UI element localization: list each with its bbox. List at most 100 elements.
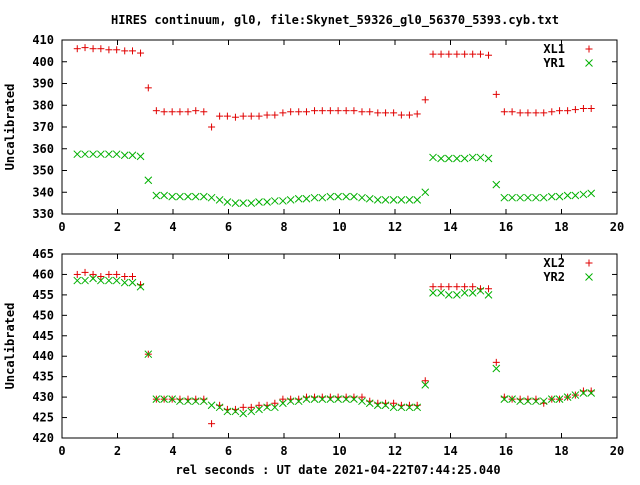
data-point [453,283,461,291]
data-point [136,282,145,291]
data-point [239,409,248,418]
data-point [532,109,540,117]
data-point [113,46,121,54]
data-point [445,283,453,291]
data-point [405,403,414,412]
data-point [318,395,327,404]
data-point [516,109,524,117]
legend-label: XL2 [543,256,565,270]
data-point [144,176,153,185]
data-point [587,389,596,397]
legend-marker [585,45,593,53]
x-tick-label: 8 [280,220,287,234]
data-point [121,47,129,55]
data-point [144,350,153,359]
data-point [81,268,89,276]
data-point [342,395,351,404]
data-point [445,50,453,58]
data-point [373,196,382,204]
data-point [381,401,390,410]
data-point [469,50,477,58]
data-point [152,191,161,200]
data-point [310,395,319,404]
data-point [405,111,413,119]
data-point [350,192,358,201]
data-point [73,45,81,53]
x-tick-label: 18 [554,444,568,458]
x-tick-label: 6 [225,220,232,234]
data-point [556,107,564,115]
data-point [152,107,160,115]
data-point [382,109,390,117]
data-point [207,193,216,202]
data-point [571,391,580,399]
data-point [263,111,271,119]
data-point [247,199,256,207]
data-point [81,44,89,52]
data-point [184,192,192,201]
data-point [199,192,208,201]
data-point [358,393,366,401]
data-point [571,106,579,114]
data-point [492,180,501,189]
data-point [97,272,105,280]
x-tick-label: 12 [388,444,402,458]
panel-bottom: 0 2 4 6 8 10 12 14 16 18 20 420 425 430 435 440 445 450 45… [3,247,624,458]
x-tick-label: 2 [114,444,121,458]
data-point [302,194,311,203]
data-point [508,193,516,202]
data-point [207,401,216,410]
data-point [231,407,240,416]
data-point [563,191,572,200]
data-point [421,377,429,385]
data-point [81,276,89,285]
y-tick-label: 440 [32,349,54,363]
data-point [500,108,508,116]
data-point [437,288,445,297]
y-tick-label: 370 [32,120,54,134]
data-point [429,50,437,58]
data-point [263,198,271,206]
series-YR1 [73,150,596,207]
data-point [453,50,461,58]
data-point [294,194,303,203]
data-point [579,389,588,397]
data-point [492,358,500,366]
data-point [215,196,224,204]
data-point [239,403,247,411]
data-point [500,395,509,404]
data-point [216,112,224,120]
data-point [311,107,319,115]
y-tick-label: 380 [32,98,54,112]
data-point [350,107,358,115]
data-point [279,395,287,403]
data-point [270,197,279,205]
data-point [540,109,548,117]
y-tick-label: 460 [32,267,54,281]
data-point [120,151,129,160]
data-point [152,395,161,404]
data-point [168,395,177,404]
data-point [96,150,105,159]
data-point [105,276,113,285]
data-point [453,154,461,163]
data-point [73,150,82,159]
legend-label: YR1 [543,56,565,70]
data-point [112,276,121,285]
y-tick-label: 465 [32,247,54,261]
data-point [539,193,548,202]
data-point [564,107,572,115]
data-point [176,192,184,201]
data-point [255,112,263,120]
data-point [286,196,295,204]
data-point [397,196,406,204]
data-point [532,397,540,406]
data-point [358,108,366,116]
data-point [508,395,516,404]
data-point [500,193,509,202]
data-point [492,90,500,98]
data-point [555,192,564,201]
data-point [160,191,168,200]
data-point [231,113,239,121]
data-point [279,109,287,117]
